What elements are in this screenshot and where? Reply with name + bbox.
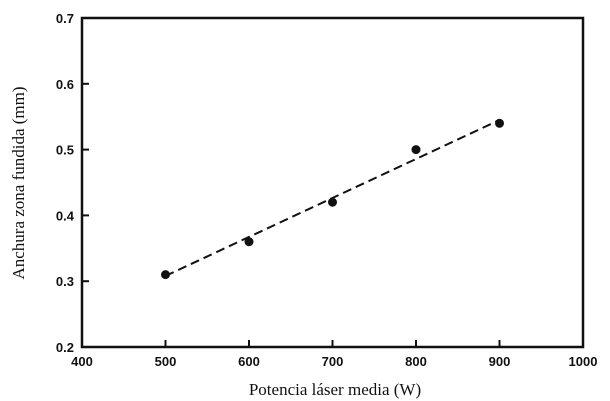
x-tick-label-400: 400 [71, 354, 93, 369]
y-tick-label-0-5: 0.5 [56, 143, 74, 158]
x-tick-label-800: 800 [405, 354, 427, 369]
data-point-500 [161, 270, 170, 280]
y-tick-label-0-3: 0.3 [56, 274, 74, 289]
y-tick-label-0-2: 0.2 [56, 340, 74, 355]
data-points-group [161, 118, 504, 280]
y-tick-label-0-7: 0.7 [56, 11, 74, 26]
x-ticks-group: 400 500 600 700 800 900 1000 [71, 340, 597, 369]
data-point-800 [411, 145, 421, 155]
x-tick-label-700: 700 [322, 354, 344, 369]
x-axis-title: Potencia láser media (W) [249, 380, 421, 399]
y-axis-title: Anchura zona fundida (mm) [9, 86, 28, 279]
x-tick-label-500: 500 [155, 354, 177, 369]
data-point-900 [495, 118, 504, 128]
plot-frame-group [80, 16, 585, 349]
y-tick-label-0-6: 0.6 [56, 77, 74, 92]
x-tick-label-900: 900 [489, 354, 511, 369]
data-point-700 [328, 197, 337, 207]
y-tick-label-0-4: 0.4 [56, 208, 75, 223]
data-point-600 [244, 237, 254, 247]
plot-frame [80, 16, 585, 349]
y-ticks-group: 0.2 0.3 0.4 0.5 0.6 0.7 [56, 11, 89, 355]
x-tick-label-1000: 1000 [569, 354, 598, 369]
x-tick-label-600: 600 [238, 354, 260, 369]
